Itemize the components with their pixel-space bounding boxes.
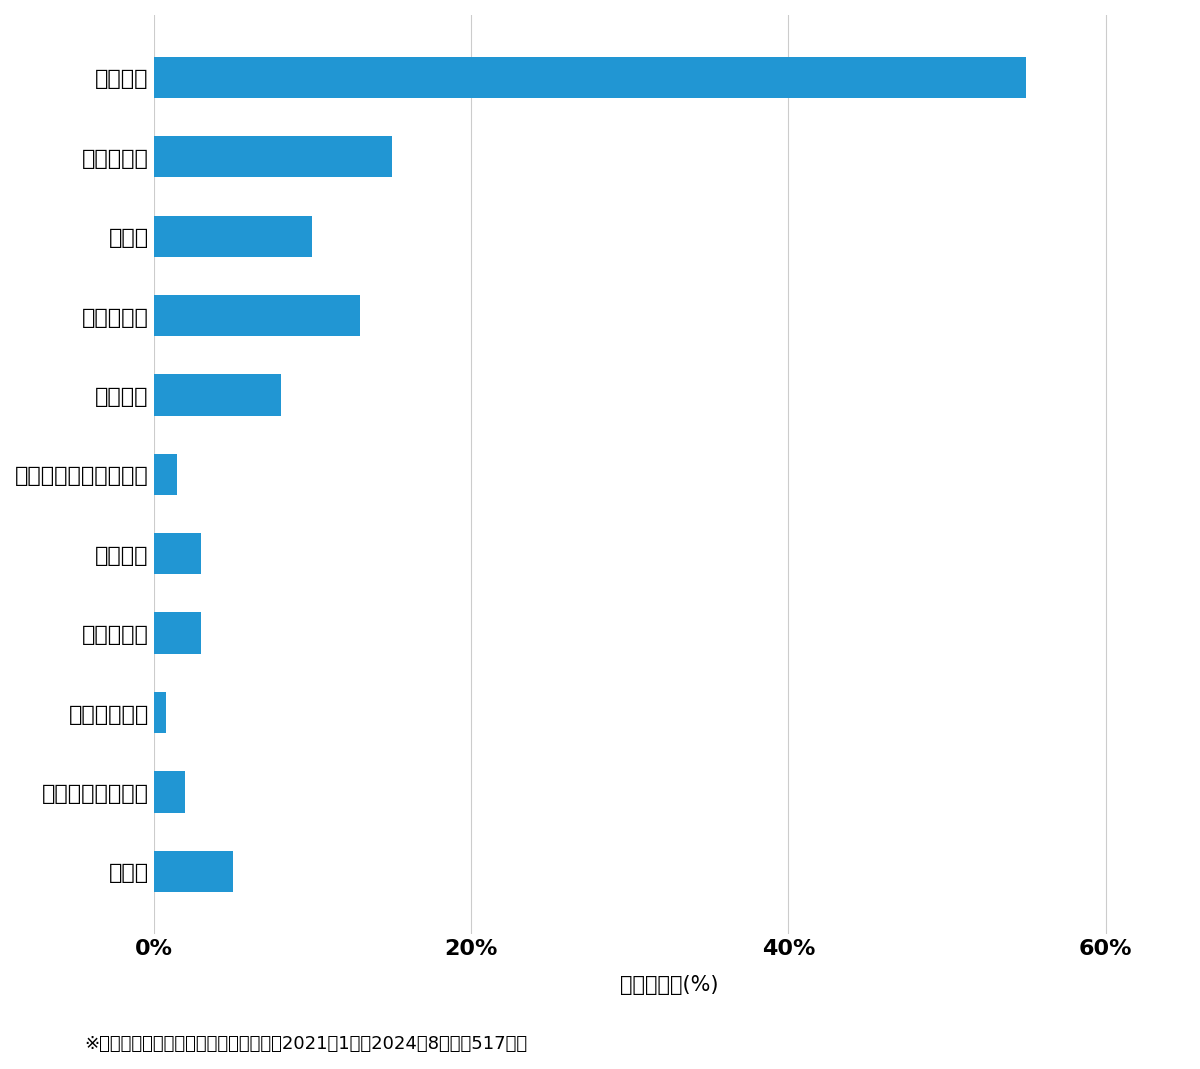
Bar bbox=[154, 374, 281, 416]
Bar bbox=[154, 57, 1026, 98]
X-axis label: 件数の割合(%): 件数の割合(%) bbox=[620, 975, 719, 995]
Bar bbox=[154, 295, 360, 337]
Bar bbox=[154, 613, 202, 654]
Bar bbox=[154, 216, 312, 257]
Bar bbox=[154, 851, 233, 892]
Bar bbox=[154, 771, 185, 812]
Text: ※弊社受付の案件を対象に集計（期間：2021年1月～2024年8月、計517件）: ※弊社受付の案件を対象に集計（期間：2021年1月～2024年8月、計517件） bbox=[84, 1035, 527, 1053]
Bar bbox=[154, 533, 202, 574]
Bar bbox=[154, 453, 178, 495]
Bar bbox=[154, 692, 167, 733]
Bar bbox=[154, 136, 391, 177]
